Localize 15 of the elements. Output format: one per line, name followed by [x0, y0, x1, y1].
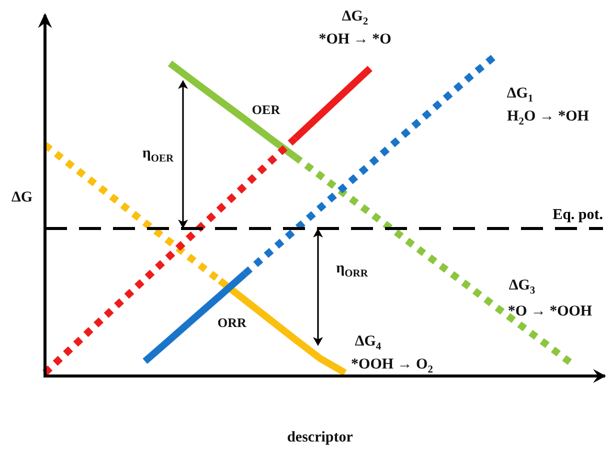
y-axis-title: ΔG — [11, 190, 33, 206]
annotation: OER — [252, 102, 280, 118]
text: ΔG$_{2}$ — [342, 8, 368, 28]
annotation: ΔG$_{3}$ — [508, 278, 536, 296]
ref-line-label: Eq. pot. — [552, 206, 604, 223]
text: *OH → *O — [318, 32, 392, 48]
annotation: ΔG$_{1}$ — [506, 86, 534, 104]
annotation: ORR — [218, 315, 246, 331]
annotation: *O → *OOH — [508, 304, 592, 320]
x-axis-title: descriptor — [287, 430, 353, 446]
annotation: H$_{2}$O → *OH — [507, 108, 589, 128]
annotation: η$_{OER}$ — [142, 146, 174, 164]
annotation: *OOH → O$_{2}$ — [351, 356, 433, 376]
annotation: η$_{ORR}$ — [336, 260, 368, 280]
annotation: ΔG$_{4}$ — [354, 334, 382, 352]
